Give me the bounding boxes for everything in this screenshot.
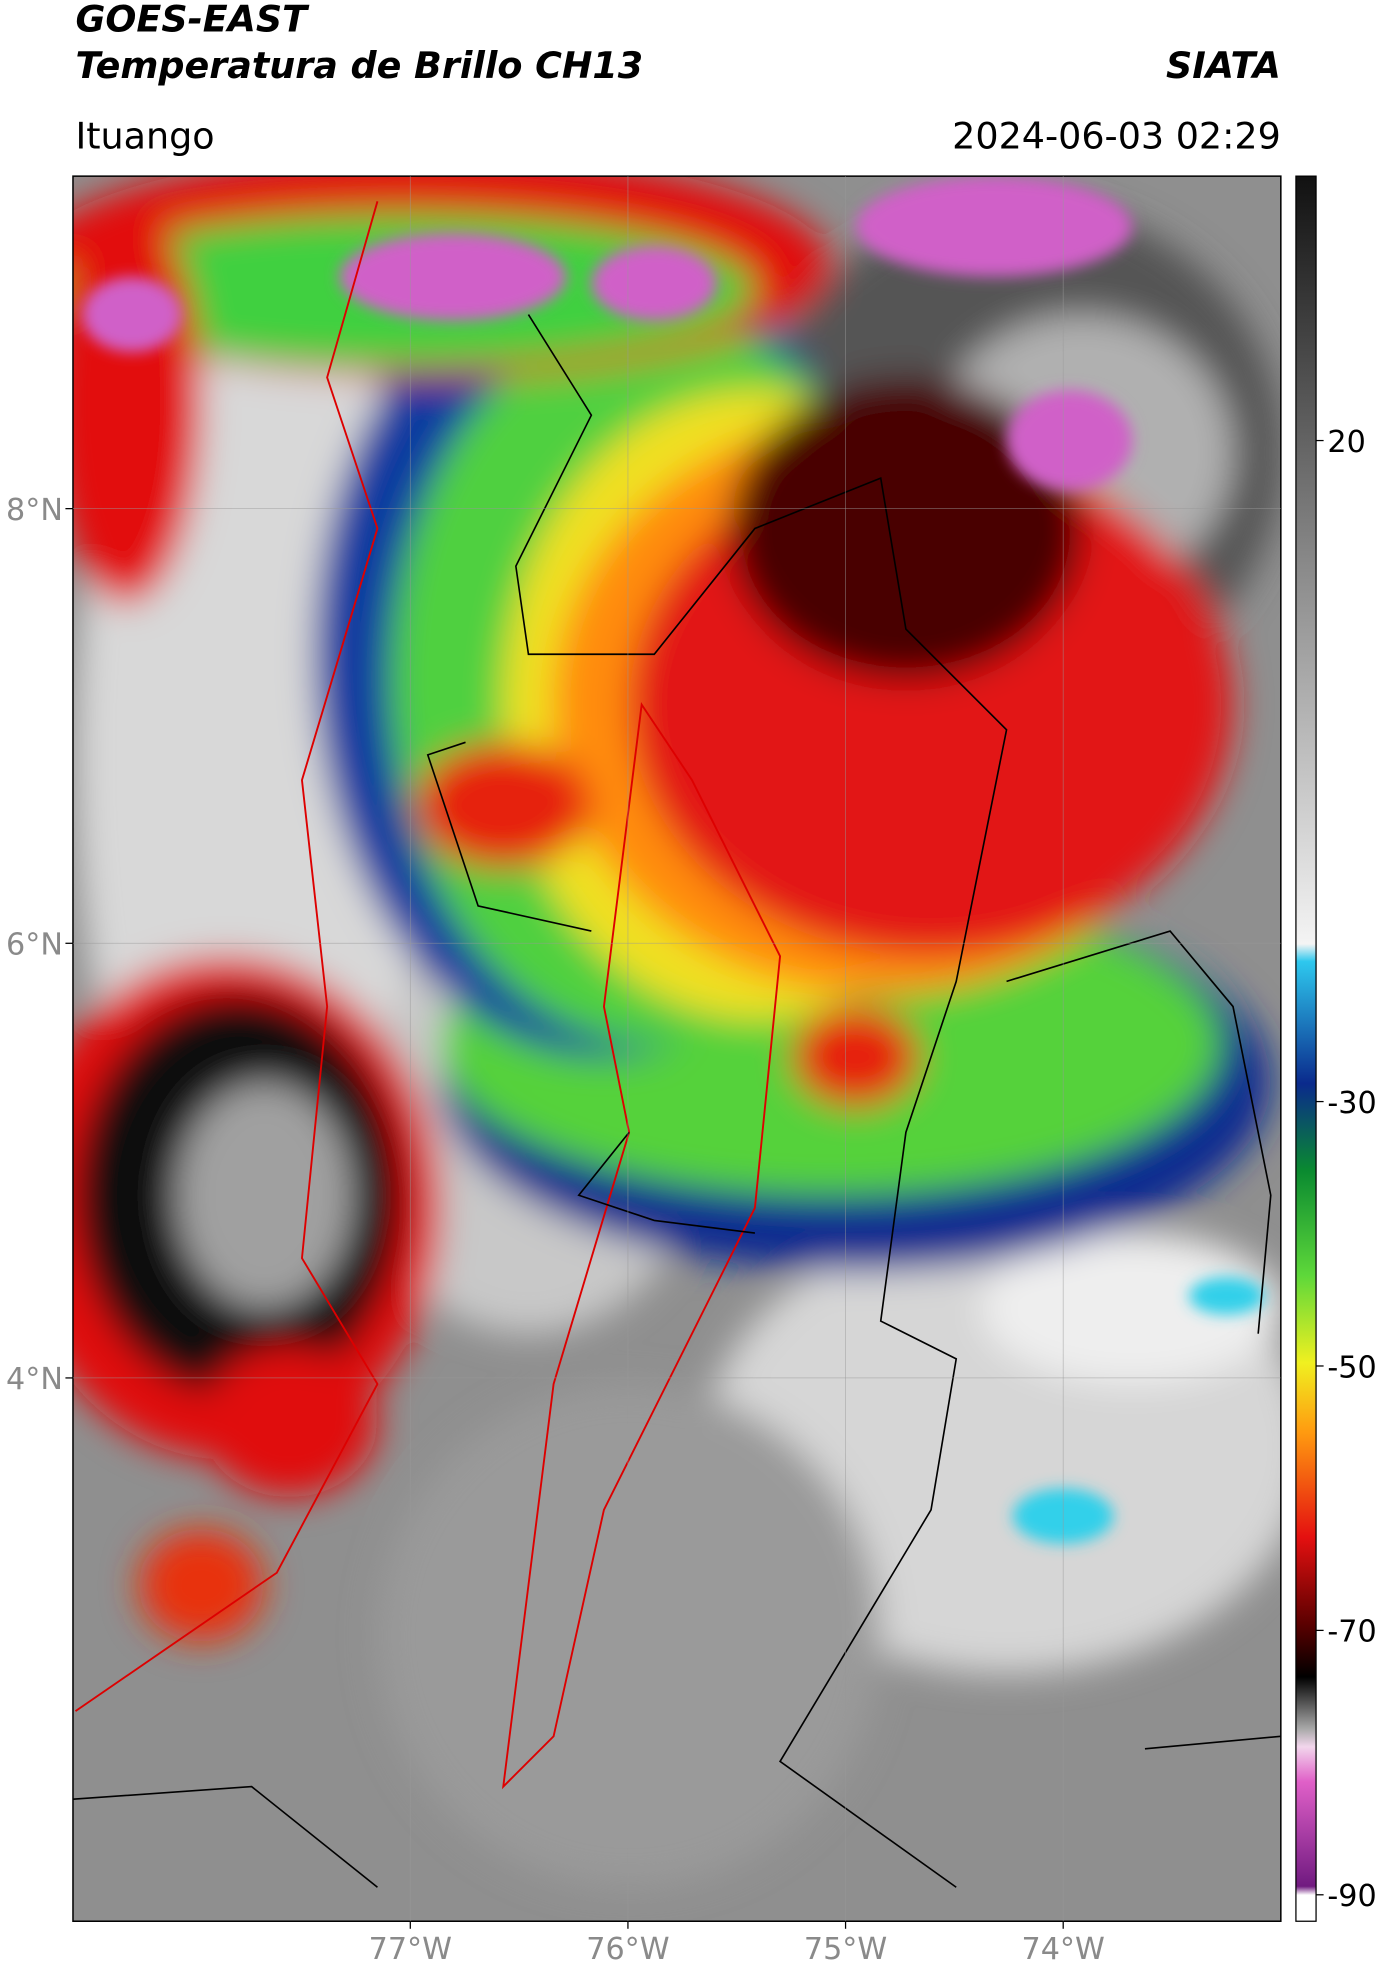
map-frame bbox=[72, 175, 1282, 1922]
x-tick-label: 76°W bbox=[586, 1932, 669, 1967]
colorbar-tick-label: -50 bbox=[1327, 1350, 1376, 1385]
agency: SIATA bbox=[1166, 44, 1281, 87]
borders bbox=[72, 201, 1281, 1888]
y-tick-label: 6°N bbox=[6, 928, 63, 963]
colorbar-tick-label: -30 bbox=[1327, 1086, 1376, 1121]
colorbar-tick-label: -90 bbox=[1327, 1879, 1376, 1914]
colorbar-tick-label: -70 bbox=[1327, 1615, 1376, 1650]
datetime: 2024-06-03 02:29 bbox=[952, 114, 1281, 157]
satellite-image bbox=[72, 176, 1281, 1922]
y-tick-label: 8°N bbox=[6, 493, 63, 528]
x-tick-label: 74°W bbox=[1022, 1932, 1105, 1967]
title: GOES-EAST bbox=[75, 0, 310, 40]
y-tick-label: 4°N bbox=[6, 1362, 63, 1397]
subtitle: Temperatura de Brillo CH13 bbox=[75, 44, 643, 87]
x-tick-label: 77°W bbox=[369, 1932, 452, 1967]
location: Ituango bbox=[75, 114, 214, 157]
x-tick-label: 75°W bbox=[804, 1932, 887, 1967]
colorbar bbox=[1295, 175, 1317, 1922]
colorbar-tick-label: 20 bbox=[1327, 425, 1365, 460]
